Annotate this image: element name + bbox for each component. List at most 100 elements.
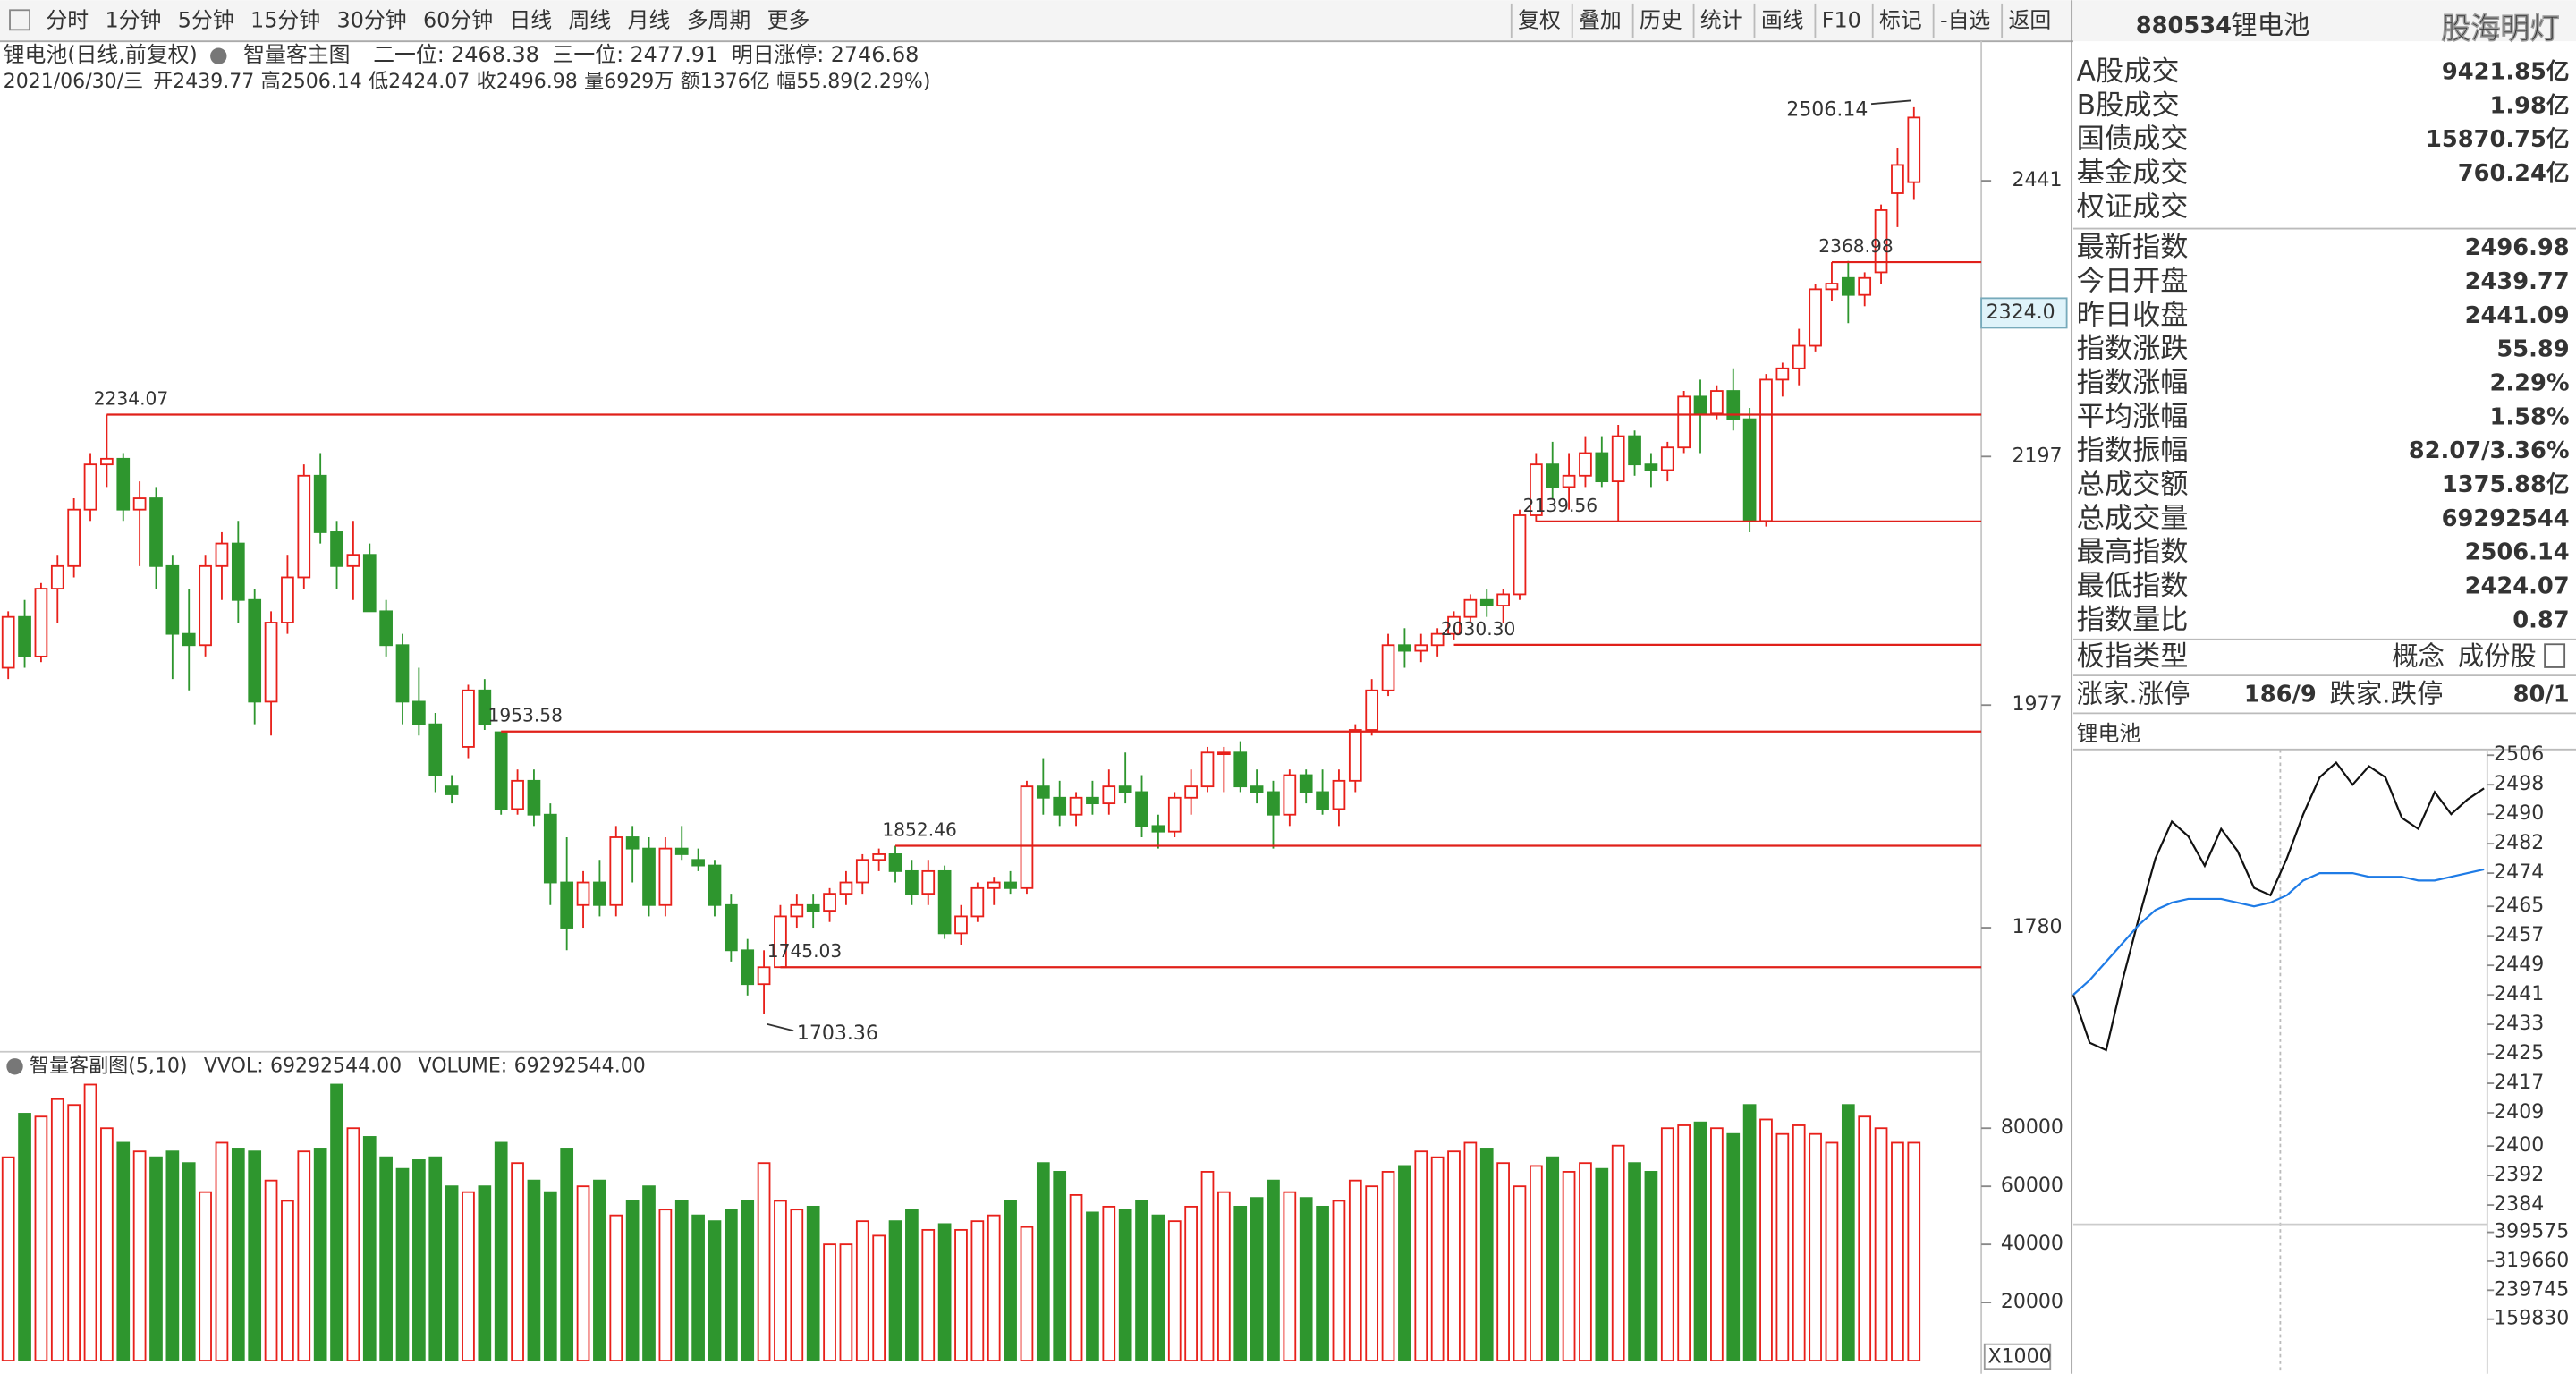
candle-body — [199, 564, 212, 647]
volume-bar — [34, 1115, 48, 1361]
volume-bar — [609, 1214, 623, 1361]
stat-value: 9421.85亿 — [2442, 59, 2570, 86]
candle-body — [625, 836, 640, 850]
candle-body — [231, 542, 245, 601]
candle-body — [1677, 395, 1690, 449]
candle-body — [1316, 791, 1329, 810]
menu-icon[interactable] — [9, 9, 30, 31]
period-tab[interactable]: 日线 — [509, 8, 552, 33]
sub-value: 69292544.00 — [514, 1055, 646, 1077]
volume-bar — [182, 1162, 196, 1361]
indicator-icon[interactable] — [210, 47, 227, 64]
tool-button[interactable]: 叠加 — [1579, 8, 1622, 33]
candle-body — [954, 915, 968, 935]
candle-body — [1217, 751, 1231, 756]
period-tab[interactable]: 多周期 — [687, 8, 751, 33]
volume-bar — [428, 1156, 443, 1361]
candle-body — [1118, 785, 1132, 793]
candle-body — [855, 859, 869, 884]
quote-label: 幅 — [776, 71, 796, 93]
candle-body — [937, 869, 952, 935]
mini-y-tick-label: 2433 — [2494, 1013, 2544, 1035]
indicator-name[interactable]: 智量客主图 — [243, 42, 350, 67]
period-tab[interactable]: 月线 — [628, 8, 671, 33]
mini-y-tick-label: 2441 — [2494, 983, 2544, 1005]
tool-button[interactable]: 返回 — [2009, 8, 2052, 33]
candle-body — [1430, 632, 1445, 647]
volume-bar — [1036, 1162, 1050, 1361]
period-tab[interactable]: 分时 — [46, 8, 89, 33]
breadth-label: 跌家.跌停 — [2329, 679, 2443, 709]
volume-bar — [248, 1150, 262, 1361]
candle-body — [576, 881, 590, 906]
mini-volume-label: 319660 — [2494, 1250, 2569, 1272]
volume-bar — [281, 1200, 294, 1361]
tool-button[interactable]: 统计 — [1700, 8, 1743, 33]
stat-value: 2424.07 — [2465, 572, 2570, 599]
stat-label: 指数振幅 — [2077, 435, 2189, 467]
volume-bar — [1841, 1104, 1855, 1361]
volume-bar — [1891, 1141, 1904, 1361]
candle-body — [905, 869, 919, 895]
panel-code: 880534 — [2136, 13, 2232, 39]
sub-icon[interactable] — [6, 1058, 23, 1075]
candle-body — [790, 903, 804, 918]
y-tick-label: 2197 — [2012, 445, 2063, 467]
tool-button[interactable]: -自选 — [1940, 8, 1990, 33]
volume-bar — [1628, 1162, 1641, 1361]
period-tab[interactable]: 5分钟 — [178, 8, 234, 33]
volume-bar — [1677, 1124, 1690, 1361]
period-tab[interactable]: 15分钟 — [250, 8, 320, 33]
mini-volume-label: 159830 — [2494, 1308, 2569, 1330]
candle-body — [511, 779, 524, 810]
candle-body — [67, 508, 81, 567]
volume-bar — [1233, 1205, 1248, 1361]
candle-body — [1381, 644, 1395, 691]
volume-tick-label: 20000 — [2001, 1291, 2063, 1313]
tool-button[interactable]: 历史 — [1640, 8, 1682, 33]
volume-bar — [593, 1179, 606, 1361]
period-tab[interactable]: 更多 — [767, 8, 810, 33]
volume-bar — [1250, 1197, 1264, 1361]
stat-label: 平均涨幅 — [2077, 401, 2189, 433]
candle-body — [741, 949, 755, 986]
period-tab[interactable]: 60分钟 — [423, 8, 493, 33]
volume-bar — [1200, 1171, 1215, 1361]
volume-bar — [921, 1228, 936, 1361]
stat-value: 2506.14 — [2465, 539, 2570, 566]
tool-button[interactable]: F10 — [1822, 8, 1861, 33]
volume-bar — [215, 1141, 229, 1361]
y-tick-label: 2441 — [2012, 169, 2063, 191]
stat-label: 总成交额 — [2077, 468, 2189, 500]
signal-label: 明日涨停: — [732, 42, 824, 67]
stat-label: 国债成交 — [2077, 123, 2189, 156]
signal-value: 2468.38 — [451, 42, 539, 67]
volume-unit: X1000 — [1987, 1345, 2051, 1368]
quote-value: 1376亿 — [700, 71, 770, 93]
quote-value: 2439.77 — [173, 71, 254, 93]
period-tab[interactable]: 周线 — [569, 8, 612, 33]
candle-body — [1579, 452, 1592, 477]
tool-button[interactable]: 画线 — [1761, 8, 1804, 33]
dropdown[interactable] — [2544, 643, 2566, 668]
mini-y-tick-label: 2417 — [2494, 1072, 2544, 1094]
candle-body — [560, 881, 574, 929]
volume-bar — [741, 1200, 755, 1361]
type-label: 板指类型 — [2077, 640, 2189, 673]
candle-body — [658, 847, 673, 906]
candle-body — [34, 588, 48, 657]
tool-button[interactable]: 复权 — [1518, 8, 1561, 33]
volume-bar — [1381, 1171, 1395, 1361]
tool-button[interactable]: 标记 — [1879, 8, 1922, 33]
volume-bar — [1496, 1162, 1510, 1361]
volume-bar — [1053, 1171, 1067, 1361]
mini-y-tick-label: 2425 — [2494, 1042, 2544, 1064]
period-tab[interactable]: 1分钟 — [106, 8, 162, 33]
volume-bar — [1858, 1115, 1872, 1361]
volume-bar — [855, 1220, 869, 1361]
candle-body — [313, 474, 327, 533]
volume-bar — [231, 1148, 245, 1361]
period-tab[interactable]: 30分钟 — [337, 8, 407, 33]
stat-label: A股成交 — [2077, 55, 2180, 88]
volume-bar — [1365, 1185, 1379, 1361]
